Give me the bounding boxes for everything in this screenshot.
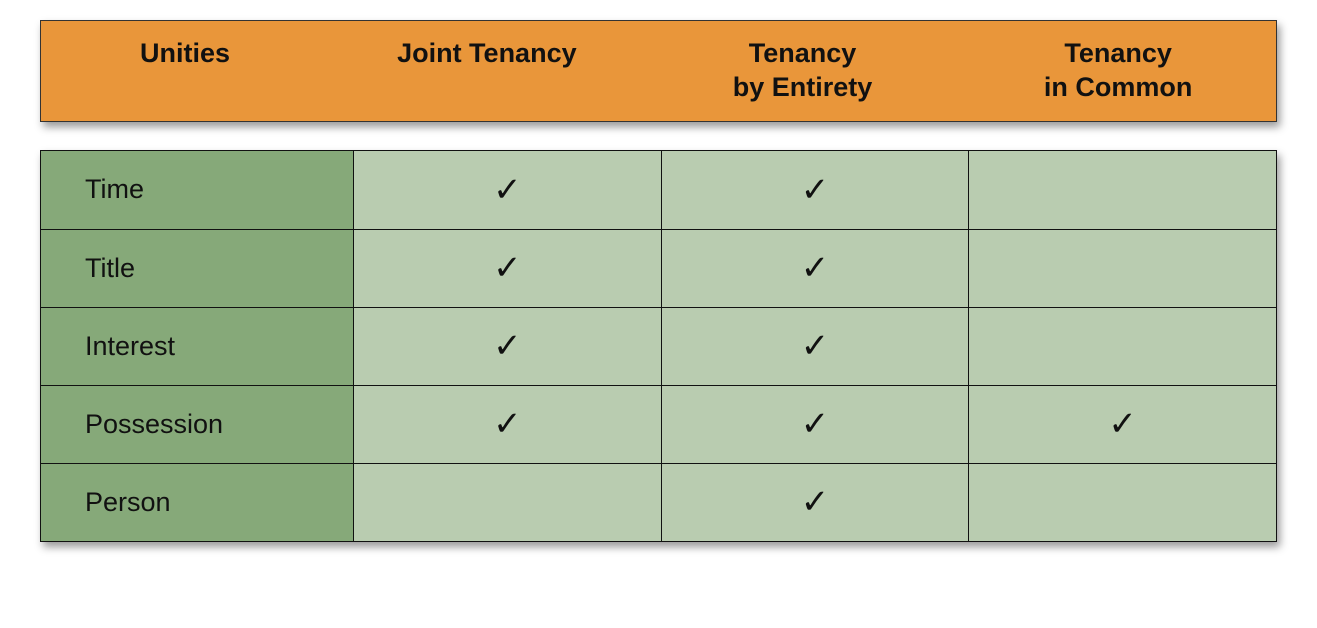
table-row: Person ✓ bbox=[41, 463, 1276, 541]
check-icon: ✓ bbox=[801, 248, 830, 288]
check-icon: ✓ bbox=[1108, 404, 1137, 444]
cell: ✓ bbox=[353, 229, 661, 307]
cell: ✓ bbox=[661, 151, 969, 229]
cell: ✓ bbox=[661, 463, 969, 541]
table-row: Title ✓ ✓ bbox=[41, 229, 1276, 307]
check-icon: ✓ bbox=[801, 482, 830, 522]
table-header: Unities Joint Tenancy Tenancyby Entirety… bbox=[40, 20, 1277, 122]
check-icon: ✓ bbox=[493, 326, 522, 366]
cell: ✓ bbox=[661, 229, 969, 307]
cell bbox=[968, 151, 1276, 229]
cell bbox=[968, 229, 1276, 307]
table-body: Time✓✓Title✓✓Interest✓✓Possession✓✓✓Pers… bbox=[40, 150, 1277, 542]
cell: ✓ bbox=[968, 385, 1276, 463]
check-icon: ✓ bbox=[493, 404, 522, 444]
check-icon: ✓ bbox=[801, 326, 830, 366]
row-label-interest: Interest bbox=[41, 307, 353, 385]
cell: ✓ bbox=[661, 307, 969, 385]
header-joint-tenancy: Joint Tenancy bbox=[329, 21, 645, 121]
cell bbox=[968, 307, 1276, 385]
check-icon: ✓ bbox=[493, 248, 522, 288]
row-label-person: Person bbox=[41, 463, 353, 541]
check-icon: ✓ bbox=[493, 170, 522, 210]
cell: ✓ bbox=[353, 385, 661, 463]
row-label-title: Title bbox=[41, 229, 353, 307]
check-icon: ✓ bbox=[801, 170, 830, 210]
table-row: Possession ✓ ✓ ✓ bbox=[41, 385, 1276, 463]
cell bbox=[968, 463, 1276, 541]
check-icon: ✓ bbox=[801, 404, 830, 444]
cell bbox=[353, 463, 661, 541]
cell: ✓ bbox=[353, 307, 661, 385]
header-tenancy-entirety: Tenancyby Entirety bbox=[645, 21, 961, 121]
cell: ✓ bbox=[353, 151, 661, 229]
row-label-time: Time bbox=[41, 151, 353, 229]
row-label-possession: Possession bbox=[41, 385, 353, 463]
header-unities: Unities bbox=[41, 21, 329, 121]
cell: ✓ bbox=[661, 385, 969, 463]
table-row: Time ✓ ✓ bbox=[41, 151, 1276, 229]
header-tenancy-common: Tenancyin Common bbox=[960, 21, 1276, 121]
table-row: Interest ✓ ✓ bbox=[41, 307, 1276, 385]
